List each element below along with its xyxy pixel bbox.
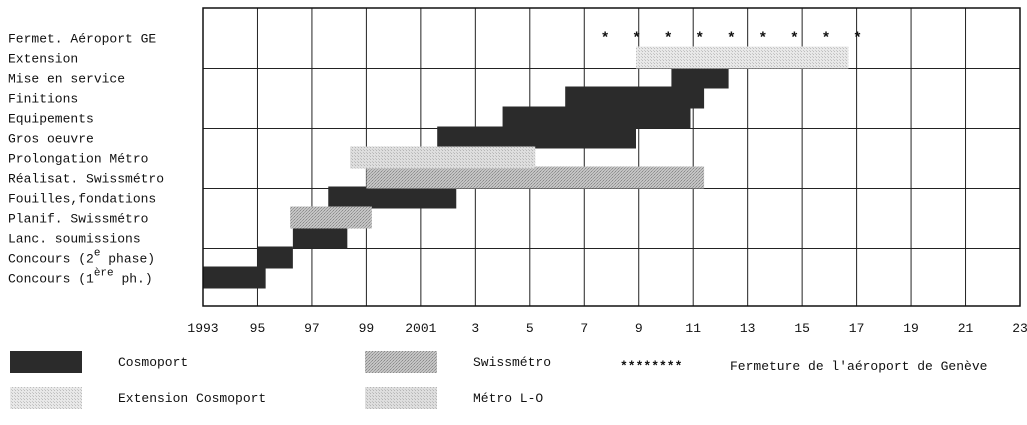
legend-swatch-extension (10, 387, 82, 409)
x-tick-label: 15 (794, 321, 810, 336)
row-label: Mise en service (8, 72, 125, 87)
bar-cosmoport (292, 226, 348, 249)
row-label: Lanc. soumissions (8, 232, 141, 247)
row-label: Concours (1ère ph.) (8, 268, 153, 287)
row-label: Extension (8, 52, 78, 67)
bar-swissmetro (290, 206, 372, 229)
row-label: Prolongation Métro (8, 152, 148, 167)
bar-extension (636, 46, 849, 69)
legend-label-metro: Métro L-O (473, 391, 543, 406)
bar-swissmetro (366, 166, 705, 189)
x-tick-label: 7 (580, 321, 588, 336)
plot-frame (202, 7, 1021, 307)
legend-label-cosmoport: Cosmoport (118, 355, 188, 370)
plot-border (202, 7, 1021, 307)
legend-swatch-swissmetro (365, 351, 437, 373)
x-tick-labels: 1993 95 97 99 2001 3 5 7 9 11 13 15 17 19 21 23 (187, 321, 1027, 336)
bars: ********* (203, 31, 862, 289)
row-label: Planif. Swissmétro (8, 212, 148, 227)
x-tick-label: 2001 (405, 321, 436, 336)
row-label: Fermet. Aéroport GE (8, 32, 156, 47)
x-tick-label: 19 (903, 321, 919, 336)
bar-cosmoport (502, 106, 691, 129)
legend-swatch-airport: ******** (620, 359, 682, 374)
grid (202, 8, 1021, 306)
x-tick-label: 1993 (187, 321, 218, 336)
row-label: Gros oeuvre (8, 132, 94, 147)
x-tick-label: 17 (849, 321, 865, 336)
legend-label-extension: Extension Cosmoport (118, 391, 266, 406)
legend: Cosmoport Swissmétro ******** Fermeture de … (10, 351, 987, 409)
row-labels: Fermet. Aéroport GE Extension Mise en serv… (8, 32, 164, 287)
bar-cosmoport (203, 266, 266, 289)
legend-label-swissmetro: Swissmétro (473, 355, 551, 370)
bar-metro (350, 146, 536, 169)
row-label: Equipements (8, 112, 94, 127)
bar-airport: ********* (601, 31, 862, 48)
legend-swatch-metro (365, 387, 437, 409)
x-tick-label: 95 (250, 321, 266, 336)
bar-cosmoport (437, 126, 637, 149)
x-tick-label: 3 (471, 321, 479, 336)
legend-label-airport: Fermeture de l'aéroport de Genève (730, 359, 987, 374)
x-tick-label: 23 (1012, 321, 1027, 336)
row-label: Concours (2e phase) (8, 248, 155, 267)
x-tick-label: 11 (685, 321, 701, 336)
row-label: Finitions (8, 92, 78, 107)
bar-cosmoport (671, 66, 729, 89)
bar-cosmoport (328, 186, 457, 209)
legend-swatch-cosmoport (10, 351, 82, 373)
x-tick-label: 21 (958, 321, 974, 336)
bar-cosmoport (257, 246, 293, 269)
x-tick-label: 97 (304, 321, 320, 336)
x-tick-label: 99 (359, 321, 375, 336)
x-tick-label: 13 (740, 321, 756, 336)
x-tick-label: 5 (526, 321, 534, 336)
row-label: Fouilles,fondations (8, 192, 156, 207)
bar-cosmoport (565, 86, 705, 109)
row-label: Réalisat. Swissmétro (8, 172, 164, 187)
x-tick-label: 9 (635, 321, 643, 336)
